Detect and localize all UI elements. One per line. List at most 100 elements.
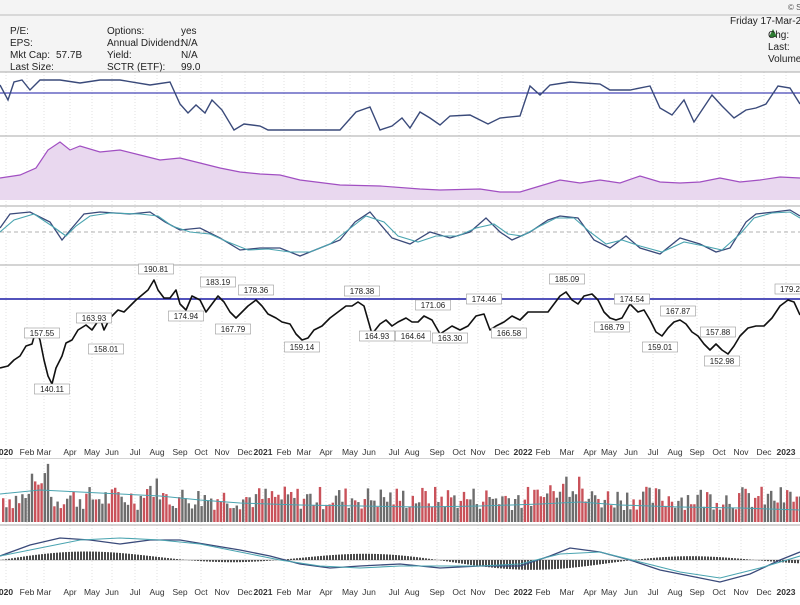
macd-histogram-bar [89,552,91,560]
month-tick-label: May [601,447,618,457]
macd-histogram-bar [746,559,748,560]
volume-bar [712,510,714,522]
header-date: Friday 17-Mar-2 [730,16,800,27]
volume-bar [671,502,673,522]
volume-bar [748,493,750,522]
volume-bar [469,499,471,522]
month-tick-label: Aug [667,587,682,597]
volume-bar [418,502,420,522]
macd-histogram-bar [773,560,775,562]
macd-histogram-bar [128,554,130,560]
volume-bar [584,501,586,522]
volume-bar [66,499,68,522]
macd-histogram-bar [791,560,793,563]
volume-bar [165,494,167,522]
volume-bar [421,488,423,522]
volume-bar [290,492,292,522]
macd-histogram-bar [365,554,367,560]
volume-bar [495,498,497,522]
macd-histogram-bar [194,560,196,561]
month-tick-label: Feb [20,587,35,597]
month-tick-label: Mar [297,587,312,597]
macd-histogram-bar [662,557,664,560]
volume-bar [668,496,670,522]
volume-bar [530,506,532,522]
macd-histogram-bar [8,559,10,560]
volume-bar [351,498,353,522]
price-label: 179.2 [780,285,800,294]
macd-histogram-bar [23,556,25,560]
volume-bar [226,504,228,522]
macd-histogram-bar [197,560,199,561]
macd-histogram-bar [314,556,316,560]
macd-histogram-bar [728,558,730,560]
volume-bar [632,499,634,522]
macd-histogram-bar [620,560,622,562]
volume-bar [156,478,158,522]
macd-histogram-bar [377,554,379,560]
macd-histogram-bar [551,560,553,569]
month-tick-label: Mar [37,587,52,597]
month-tick-label: Mar [560,587,575,597]
volume-bar [130,494,132,522]
macd-histogram-bar [383,554,385,560]
macd-histogram-bar [794,560,796,563]
macd-histogram-bar [542,560,544,570]
month-tick-label: Jun [362,447,376,457]
macd-histogram-bar [11,558,13,560]
volume-bar [258,488,260,522]
volume-bar [533,490,535,522]
volume-bar [383,497,385,522]
volume-bar [341,502,343,522]
volume-bar [303,499,305,522]
macd-histogram-bar [575,560,577,567]
macd-histogram-bar [734,558,736,560]
price-label: 174.94 [174,312,199,321]
volume-bar [386,502,388,522]
volume-bar [604,500,606,522]
volume-bar [466,499,468,522]
price-label: 166.58 [497,329,522,338]
volume-bar [546,493,548,522]
volume-average-line [0,490,800,510]
field-label-mid: Yield: [107,50,132,61]
macd-histogram-bar [311,557,313,560]
macd-histogram-bar [740,559,742,560]
macd-histogram-bar [26,556,28,560]
macd-histogram-bar [584,560,586,566]
volume-bar [463,492,465,522]
macd-histogram-bar [686,556,688,560]
volume-bar [674,508,676,522]
macd-histogram-bar [353,554,355,560]
volume-bar [236,506,238,522]
macd-histogram-bar [407,556,409,560]
volume-bar [69,496,71,522]
macd-histogram-bar [44,554,46,560]
field-label-right: Volume [768,54,800,65]
volume-bar [405,508,407,522]
volume-bar [287,494,289,522]
month-tick-label: Jun [624,447,638,457]
macd-histogram-bar [368,554,370,560]
month-tick-label: Apr [583,587,596,597]
volume-bar [751,507,753,522]
volume-bar [498,504,500,522]
volume-bar [792,502,794,522]
volume-bar [456,508,458,522]
volume-bar [600,507,602,522]
month-tick-label: 2021 [254,587,273,597]
macd-histogram-bar [170,558,172,560]
volume-bar [789,492,791,522]
macd-histogram-bar [455,560,457,563]
month-tick-label: Jul [648,587,659,597]
volume-bar [252,507,254,522]
macd-histogram-bar [419,558,421,560]
volume-bar [181,490,183,522]
volume-bar [520,508,522,522]
macd-histogram-bar [266,560,268,561]
macd-histogram-bar [101,552,103,560]
price-panel: 157.55163.93140.11158.01190.81174.94183.… [0,264,800,394]
month-tick-label: May [84,587,101,597]
macd-histogram-bar [386,554,388,560]
macd-histogram-bar [362,554,364,560]
